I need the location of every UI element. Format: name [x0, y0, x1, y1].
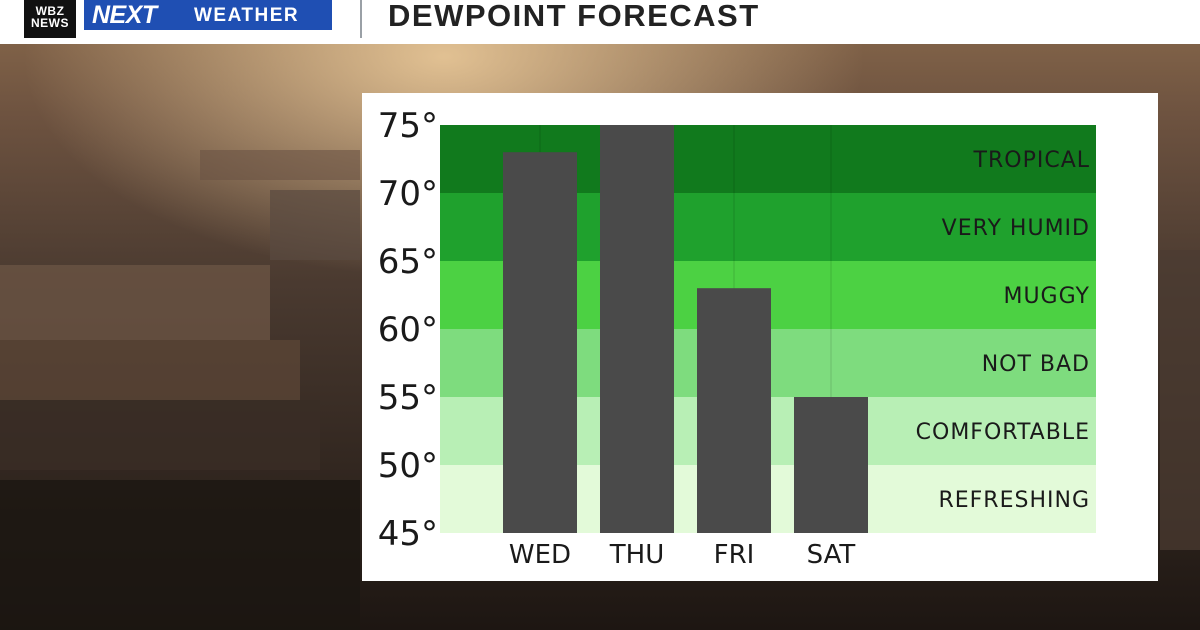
chart-panel: TROPICAL VERY HUMID MUGGY NOT BAD COMFORTABL…	[362, 93, 1158, 581]
x-tick-label: WED	[509, 540, 571, 570]
zone-label: MUGGY	[1003, 284, 1090, 309]
y-tick-label: 60°	[378, 310, 438, 350]
zone-label: NOT BAD	[982, 352, 1090, 377]
x-tick-label: SAT	[807, 540, 856, 570]
x-axis-ticks: WED THU FRI SAT	[509, 540, 856, 570]
header-bar: WBZ NEWS NEXT WEATHER DEWPOINT FORECAST	[0, 0, 1200, 44]
station-logo: WBZ NEWS	[24, 0, 76, 38]
y-tick-label: 70°	[378, 174, 438, 214]
brand-weather-text: WEATHER	[194, 5, 300, 26]
y-axis-ticks: 75° 70° 65° 60° 55° 50° 45°	[378, 106, 438, 554]
zone-label: VERY HUMID	[942, 216, 1090, 241]
bar-fri	[697, 288, 771, 533]
zone-label: REFRESHING	[938, 488, 1090, 513]
zone-label: TROPICAL	[973, 148, 1090, 173]
next-weather-logo: NEXT WEATHER	[84, 0, 332, 30]
zone-labels: TROPICAL VERY HUMID MUGGY NOT BAD COMFORTABL…	[916, 148, 1090, 513]
y-tick-label: 50°	[378, 446, 438, 486]
x-tick-label: THU	[609, 540, 664, 570]
y-tick-label: 45°	[378, 514, 438, 554]
bar-wed	[503, 152, 577, 533]
zone-label: COMFORTABLE	[916, 420, 1090, 445]
y-tick-label: 75°	[378, 106, 438, 146]
page-title: DEWPOINT FORECAST	[388, 0, 760, 33]
brand-next-text: NEXT	[92, 1, 157, 29]
station-logo-line1: WBZ	[35, 4, 65, 18]
x-tick-label: FRI	[714, 540, 755, 570]
bar-sat	[794, 397, 868, 533]
header-divider	[360, 0, 362, 38]
bars	[503, 125, 868, 533]
y-tick-label: 55°	[378, 378, 438, 418]
dewpoint-bar-chart: TROPICAL VERY HUMID MUGGY NOT BAD COMFORTABL…	[378, 106, 1096, 570]
station-logo-line2: NEWS	[31, 16, 69, 30]
bar-thu	[600, 125, 674, 533]
y-tick-label: 65°	[378, 242, 438, 282]
